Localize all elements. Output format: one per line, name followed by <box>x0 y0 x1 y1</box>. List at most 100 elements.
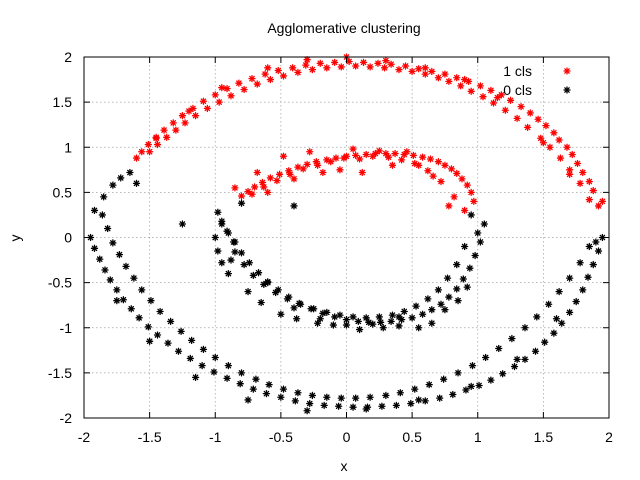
data-point-series-0 <box>152 134 160 142</box>
data-point-series-0 <box>215 98 223 106</box>
data-point-series-1 <box>178 220 187 228</box>
data-point-series-1 <box>214 247 222 255</box>
data-point-series-0 <box>323 64 331 72</box>
data-point-series-1 <box>480 220 488 228</box>
data-point-series-1 <box>510 362 519 371</box>
data-point-series-1 <box>495 344 503 353</box>
data-point-series-0 <box>181 119 189 127</box>
y-tick-label: -1 <box>60 320 73 336</box>
data-point-series-0 <box>418 153 427 161</box>
data-point-series-0 <box>501 106 509 114</box>
data-point-series-1 <box>103 224 112 233</box>
data-point-series-1 <box>437 300 445 308</box>
y-tick-label: -1.5 <box>48 365 72 381</box>
data-point-series-0 <box>585 195 593 204</box>
data-point-series-1 <box>313 319 322 327</box>
data-point-series-1 <box>113 286 121 294</box>
x-tick-label: -0.5 <box>269 429 293 445</box>
data-point-series-0 <box>445 77 453 86</box>
data-point-series-1 <box>428 306 436 314</box>
data-point-series-0 <box>403 148 411 156</box>
data-point-series-1 <box>555 287 563 296</box>
data-point-series-1 <box>292 315 301 323</box>
data-point-series-1 <box>471 251 479 260</box>
chart-title: Agglomerative clustering <box>267 20 420 36</box>
data-point-series-0 <box>546 143 554 151</box>
data-point-series-1 <box>453 260 461 269</box>
data-point-series-0 <box>235 79 243 87</box>
x-tick-label: 0.5 <box>402 429 422 445</box>
data-point-series-1 <box>296 300 305 308</box>
data-point-series-1 <box>434 286 443 294</box>
data-point-series-0 <box>397 156 406 164</box>
data-point-series-1 <box>236 380 244 388</box>
data-point-series-0 <box>336 166 344 174</box>
data-point-series-1 <box>592 238 600 246</box>
data-point-series-0 <box>294 68 302 76</box>
data-point-series-0 <box>313 161 322 169</box>
data-point-series-0 <box>274 66 282 75</box>
data-point-series-1 <box>320 401 328 410</box>
data-point-series-0 <box>576 179 584 188</box>
data-point-series-1 <box>277 393 285 401</box>
data-point-series-0 <box>253 80 261 88</box>
x-tick-label: -2 <box>78 429 91 445</box>
data-point-series-1 <box>96 255 104 263</box>
data-point-series-1 <box>421 397 429 405</box>
legend-marker-series-0 <box>563 86 571 94</box>
legend-markers <box>563 67 571 94</box>
data-point-series-1 <box>291 397 299 405</box>
data-point-series-1 <box>113 297 121 305</box>
data-point-series-0 <box>542 121 550 130</box>
data-point-series-1 <box>499 370 507 378</box>
data-point-series-1 <box>552 315 561 323</box>
data-point-series-0 <box>513 114 521 123</box>
data-point-series-0 <box>248 75 256 83</box>
data-point-series-0 <box>445 202 453 210</box>
data-point-series-0 <box>264 64 272 72</box>
data-point-series-0 <box>395 65 403 74</box>
data-point-series-1 <box>474 229 482 237</box>
data-point-series-0 <box>479 93 487 101</box>
data-point-series-1 <box>467 211 475 219</box>
data-point-series-1 <box>90 206 99 215</box>
data-point-series-1 <box>106 276 114 284</box>
data-point-series-0 <box>428 67 436 76</box>
data-point-series-1 <box>459 275 467 283</box>
data-point-series-1 <box>454 369 462 377</box>
data-point-series-1 <box>487 376 495 384</box>
data-point-series-1 <box>428 319 436 327</box>
data-point-series-1 <box>513 355 521 363</box>
data-point-series-0 <box>409 151 418 160</box>
data-point-series-0 <box>382 56 390 65</box>
data-point-series-1 <box>277 310 285 318</box>
data-point-series-1 <box>147 297 155 305</box>
data-point-series-0 <box>286 170 294 178</box>
data-point-series-0 <box>369 152 377 160</box>
data-point-series-1 <box>387 317 395 326</box>
data-point-series-1 <box>323 308 331 317</box>
data-point-series-0 <box>359 58 368 67</box>
data-point-series-1 <box>257 298 265 307</box>
data-point-series-0 <box>260 183 268 191</box>
x-tick-label: -1 <box>209 429 222 445</box>
data-point-series-0 <box>303 56 311 64</box>
data-point-series-1 <box>443 274 452 282</box>
data-point-series-0 <box>458 175 466 183</box>
data-point-series-0 <box>258 178 267 187</box>
data-point-series-0 <box>279 72 288 80</box>
data-point-series-1 <box>245 259 254 267</box>
data-point-series-1 <box>415 324 423 332</box>
data-point-series-1 <box>550 329 558 337</box>
data-point-series-1 <box>323 393 331 401</box>
data-point-series-1 <box>463 283 471 291</box>
data-point-series-0 <box>169 119 177 127</box>
data-point-series-1 <box>227 256 235 264</box>
data-point-series-1 <box>407 399 415 408</box>
data-point-series-1 <box>565 308 574 317</box>
data-point-series-1 <box>533 313 541 321</box>
data-point-series-1 <box>90 244 99 252</box>
data-point-series-1 <box>127 305 135 313</box>
data-point-series-1 <box>462 386 470 394</box>
data-point-series-1 <box>237 249 246 257</box>
